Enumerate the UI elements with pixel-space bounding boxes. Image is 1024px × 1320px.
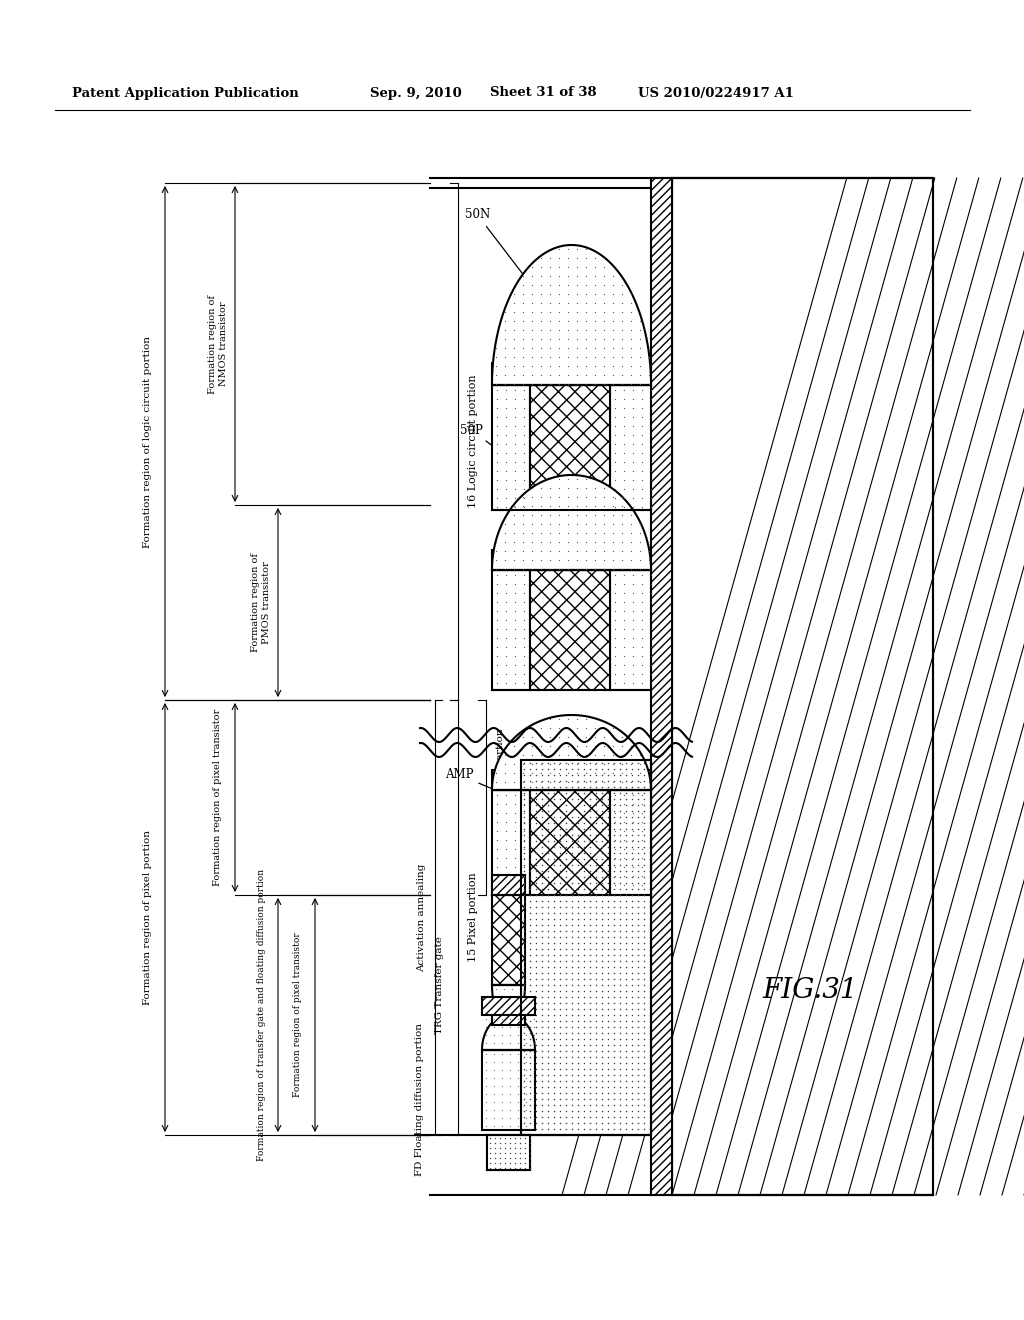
Bar <box>492 895 525 985</box>
Bar <box>610 385 651 510</box>
Bar <box>521 760 651 1135</box>
Polygon shape <box>492 985 525 1026</box>
Text: Sheet 31 of 38: Sheet 31 of 38 <box>490 87 597 99</box>
Bar <box>610 363 651 385</box>
Bar <box>492 550 530 570</box>
Text: US 2010/0224917 A1: US 2010/0224917 A1 <box>638 87 794 99</box>
Text: AMP: AMP <box>445 768 508 796</box>
Text: 50P: 50P <box>460 424 531 475</box>
Text: Formation region of pixel transistor: Formation region of pixel transistor <box>213 709 222 886</box>
Bar <box>530 770 610 789</box>
Bar <box>492 363 530 385</box>
Bar <box>610 770 651 789</box>
Text: TRG Transfer gate: TRG Transfer gate <box>435 936 444 1034</box>
Bar <box>672 178 933 1195</box>
Text: Activation annealing: Activation annealing <box>418 863 427 972</box>
Bar <box>530 385 610 510</box>
Bar <box>672 178 933 1195</box>
Bar <box>530 570 610 690</box>
Bar <box>482 997 535 1015</box>
Bar <box>530 363 610 385</box>
Text: 16 Logic circuit portion: 16 Logic circuit portion <box>468 375 478 508</box>
Bar <box>492 875 525 895</box>
Bar <box>492 1005 525 1026</box>
Text: Formation region of
PMOS transistor: Formation region of PMOS transistor <box>251 553 270 652</box>
Bar <box>530 550 610 570</box>
Bar <box>651 178 672 1195</box>
Polygon shape <box>492 715 651 789</box>
Text: Patent Application Publication: Patent Application Publication <box>72 87 299 99</box>
Bar <box>610 550 651 570</box>
Text: Formation region of pixel portion: Formation region of pixel portion <box>143 830 153 1005</box>
Bar <box>492 385 530 510</box>
Polygon shape <box>492 475 651 570</box>
Bar <box>492 770 530 789</box>
Text: 50N: 50N <box>465 209 532 286</box>
Text: Formation region of transfer gate and floating diffusion portion: Formation region of transfer gate and fl… <box>256 869 265 1162</box>
Bar <box>487 1135 530 1170</box>
Polygon shape <box>492 246 651 385</box>
Bar <box>610 789 651 895</box>
Bar <box>610 570 651 690</box>
Text: Formation region of
NMOS transistor: Formation region of NMOS transistor <box>208 294 227 393</box>
Text: Formation region of pixel transistor: Formation region of pixel transistor <box>294 933 302 1097</box>
Text: FD Floating diffusion portion: FD Floating diffusion portion <box>415 1023 424 1176</box>
Bar <box>487 1135 530 1170</box>
Bar <box>492 570 530 690</box>
Text: 15 Pixel portion: 15 Pixel portion <box>468 873 478 962</box>
Bar <box>492 789 530 895</box>
Text: Sep. 9, 2010: Sep. 9, 2010 <box>370 87 462 99</box>
Polygon shape <box>482 1015 535 1049</box>
Bar <box>530 789 610 895</box>
Text: Formation region of logic circuit portion: Formation region of logic circuit portio… <box>143 335 153 548</box>
Text: FIG.31: FIG.31 <box>762 977 858 1003</box>
Bar <box>521 760 651 1135</box>
Text: 14 Pixel transistor portion: 14 Pixel transistor portion <box>496 729 505 867</box>
Bar <box>482 1049 535 1130</box>
